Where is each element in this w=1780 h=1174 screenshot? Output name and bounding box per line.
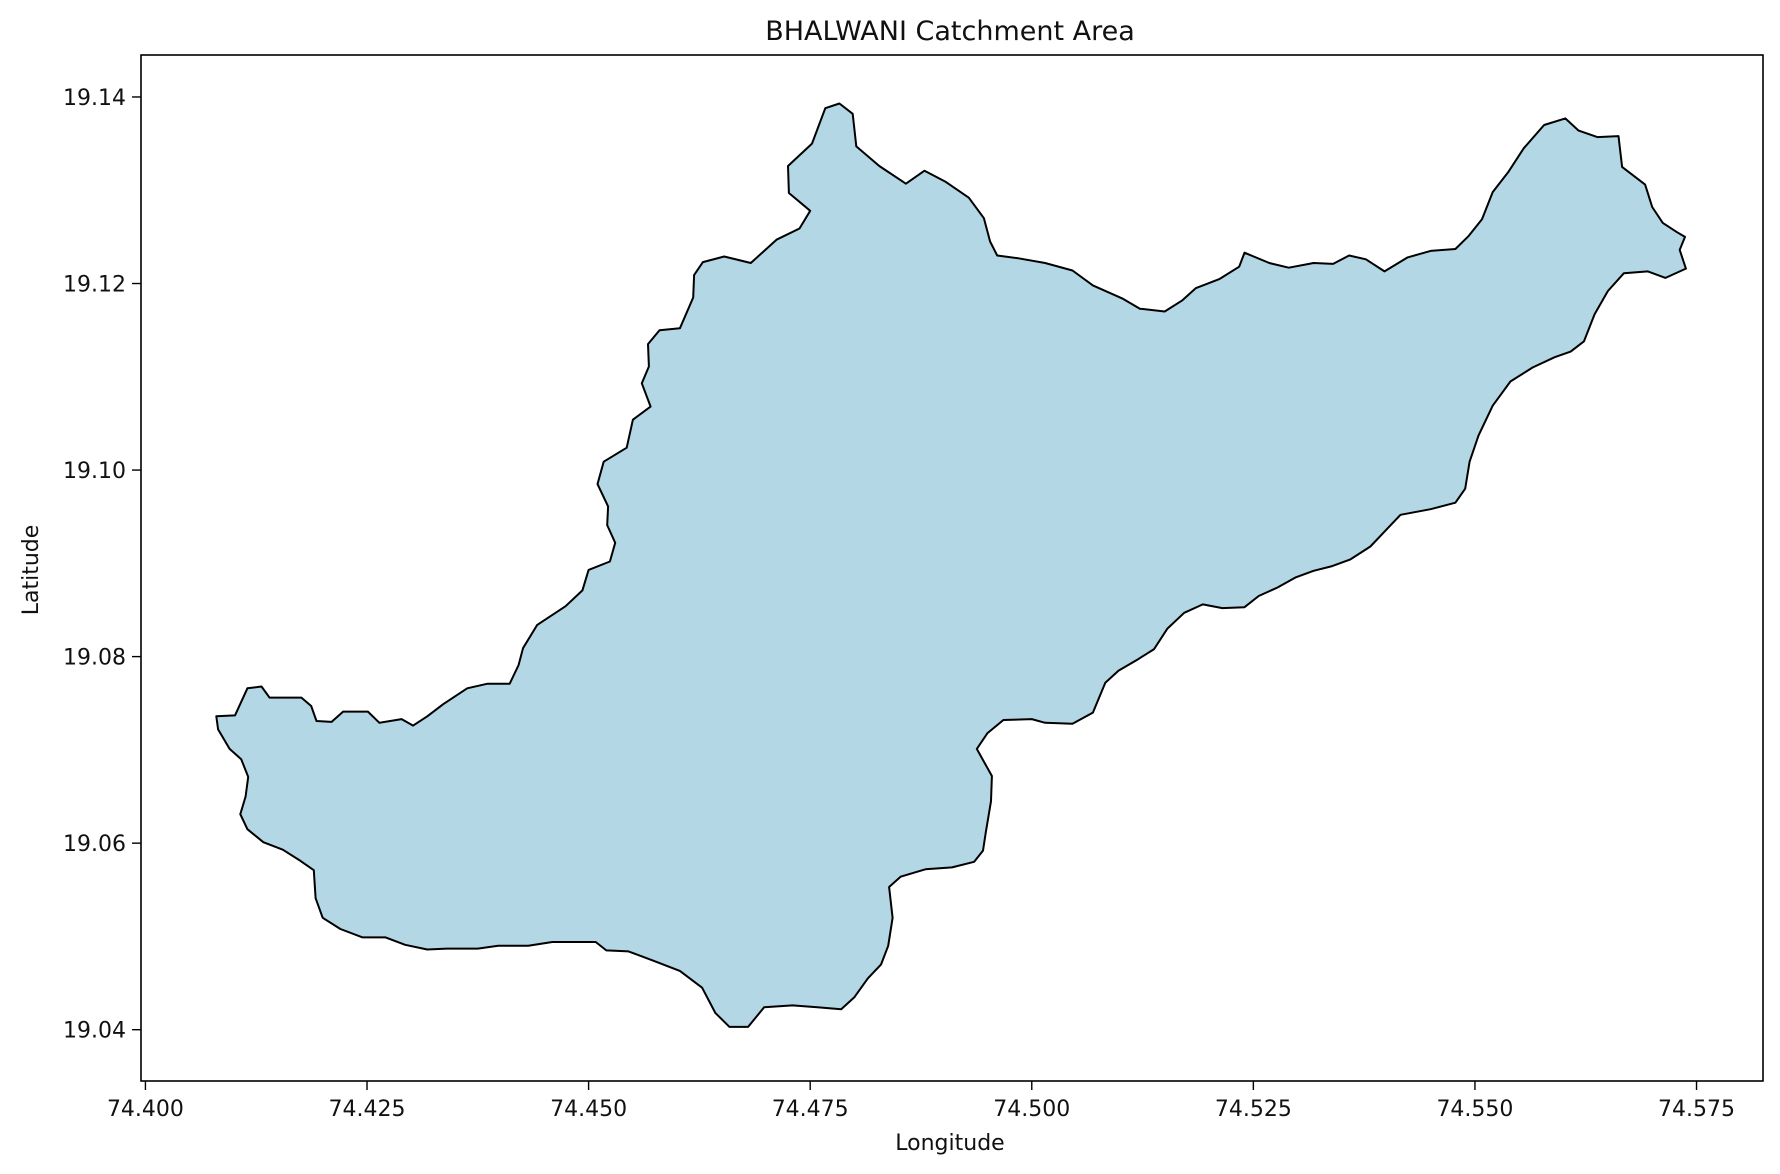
y-axis-label: Latitude: [19, 525, 44, 616]
x-tick-label: 74.500: [993, 1097, 1070, 1122]
axes-frame: [140, 54, 1764, 1082]
y-tick-label: 19.04: [63, 1019, 126, 1044]
y-tick-label: 19.14: [63, 86, 126, 111]
y-axis-ticks: 19.04 19.06 19.08 19.10 19.12 19.14: [63, 86, 141, 1044]
x-axis-label: Longitude: [895, 1131, 1004, 1156]
catchment-polygon: [215, 102, 1687, 1028]
x-tick-label: 74.425: [329, 1097, 406, 1122]
x-tick-label: 74.575: [1658, 1097, 1735, 1122]
x-axis-ticks: 74.400 74.425 74.450 74.475 74.500 74.525 74.5…: [107, 1081, 1735, 1122]
x-tick-label: 74.450: [550, 1097, 627, 1122]
chart-title: BHALWANI Catchment Area: [765, 16, 1135, 47]
x-tick-label: 74.550: [1436, 1097, 1513, 1122]
x-tick-label: 74.525: [1215, 1097, 1292, 1122]
plot-area: [215, 102, 1687, 1028]
y-tick-label: 19.08: [63, 646, 126, 671]
y-tick-label: 19.10: [63, 459, 126, 484]
y-tick-label: 19.12: [63, 273, 126, 298]
y-tick-label: 19.06: [63, 832, 126, 857]
x-tick-label: 74.475: [772, 1097, 849, 1122]
x-tick-label: 74.400: [107, 1097, 184, 1122]
